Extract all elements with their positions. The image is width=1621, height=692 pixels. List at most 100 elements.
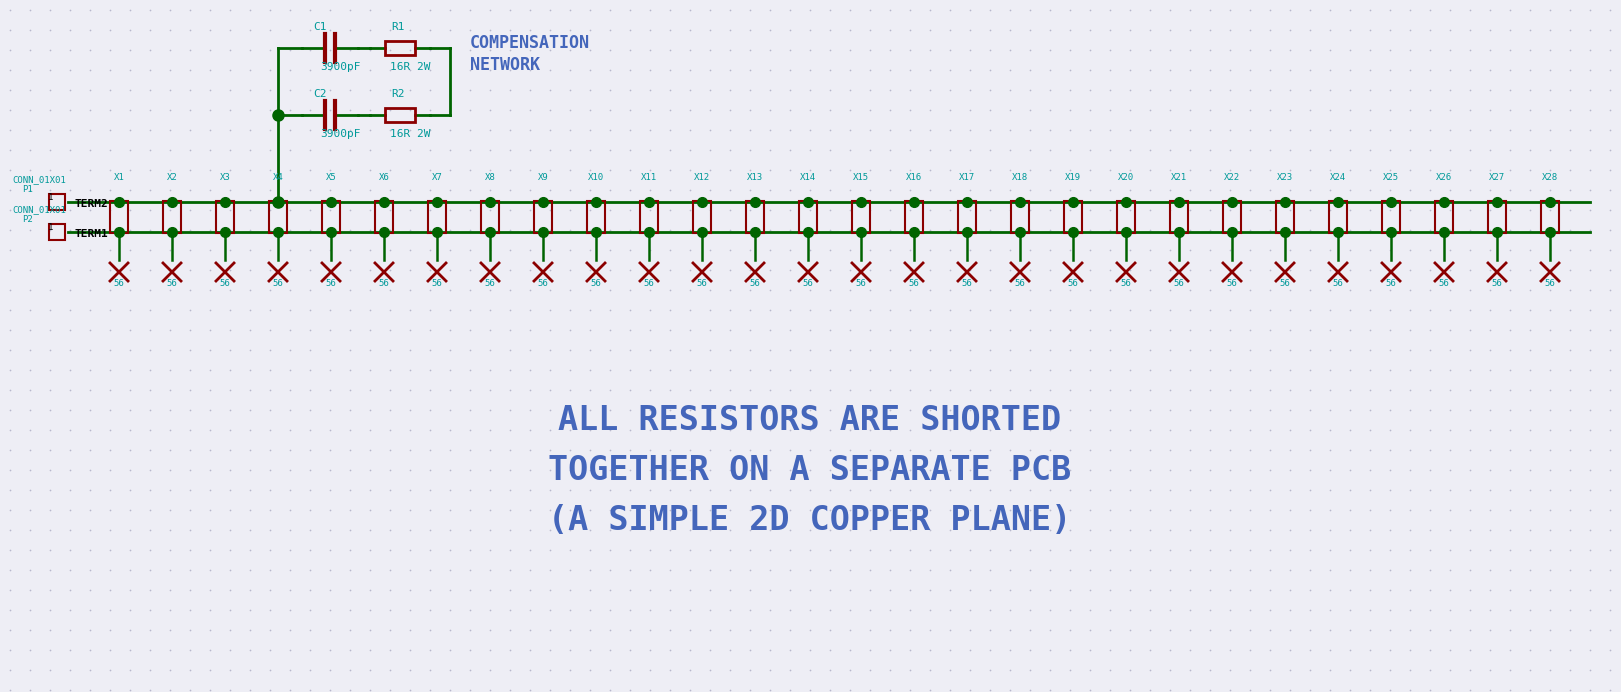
Bar [269, 201, 287, 233]
Point [417, 605, 443, 616]
Point [1597, 404, 1621, 415]
Point [1498, 444, 1524, 455]
Point [618, 525, 644, 536]
Point [597, 545, 622, 556]
Point [716, 24, 742, 35]
Point [1297, 44, 1323, 55]
Point [597, 145, 622, 156]
Point [1457, 385, 1483, 396]
Point [716, 204, 742, 215]
Point [1136, 404, 1162, 415]
Point [138, 304, 164, 316]
Point [917, 684, 943, 692]
Point [776, 404, 802, 415]
Text: X17: X17 [960, 173, 976, 182]
Point [858, 224, 883, 235]
Point [78, 385, 104, 396]
Point [417, 585, 443, 596]
Point [558, 44, 584, 55]
Point [337, 264, 363, 275]
Point [1517, 605, 1543, 616]
Point [1037, 664, 1063, 675]
Point [18, 165, 44, 176]
Point [337, 204, 363, 215]
Point [1016, 525, 1042, 536]
Point [1196, 644, 1222, 655]
Text: X1: X1 [113, 173, 125, 182]
Point [917, 484, 943, 495]
Point [438, 424, 464, 435]
Point [558, 484, 584, 495]
Point [0, 404, 23, 415]
Point [37, 644, 63, 655]
Point [78, 644, 104, 655]
Point [18, 565, 44, 576]
Point [896, 224, 922, 235]
Point [318, 504, 344, 516]
Point [877, 684, 903, 692]
Point [1316, 345, 1342, 356]
Point [997, 325, 1023, 336]
Point [937, 385, 963, 396]
Point [198, 64, 224, 75]
Point [1136, 624, 1162, 635]
Point [78, 44, 104, 55]
Point [877, 44, 903, 55]
Point [1597, 385, 1621, 396]
Point [78, 525, 104, 536]
Point [977, 284, 1003, 295]
Point [517, 304, 543, 316]
Point [1438, 165, 1464, 176]
Point [1357, 304, 1383, 316]
Point [498, 264, 524, 275]
Point [1297, 304, 1323, 316]
Point [297, 424, 323, 435]
Point [457, 44, 483, 55]
Point [157, 504, 183, 516]
Point [537, 624, 562, 635]
Point [1057, 325, 1083, 336]
Point [1397, 385, 1423, 396]
Point [417, 464, 443, 475]
Point [1057, 684, 1083, 692]
Point [1217, 204, 1243, 215]
Point [1357, 44, 1383, 55]
Point [757, 444, 783, 455]
Point [117, 565, 143, 576]
Point [1016, 585, 1042, 596]
Point [1136, 24, 1162, 35]
Point [956, 44, 982, 55]
Point [1136, 264, 1162, 275]
Point [896, 284, 922, 295]
Point [457, 644, 483, 655]
Point [757, 165, 783, 176]
Point [378, 444, 404, 455]
Point [57, 345, 83, 356]
Point [776, 444, 802, 455]
Point [78, 444, 104, 455]
Point [237, 565, 263, 576]
Point [1457, 565, 1483, 576]
Point [477, 365, 503, 376]
Point [18, 224, 44, 235]
Point [1297, 264, 1323, 275]
Text: C1: C1 [313, 22, 327, 32]
Point [78, 504, 104, 516]
Point [378, 684, 404, 692]
Point [917, 145, 943, 156]
Text: R1: R1 [391, 22, 405, 32]
Point [1177, 264, 1203, 275]
Point [1577, 224, 1603, 235]
Point [1256, 304, 1282, 316]
Point [1196, 585, 1222, 596]
Point [117, 224, 143, 235]
Point [237, 664, 263, 675]
Point [1537, 365, 1563, 376]
Point [977, 565, 1003, 576]
Point [1097, 204, 1123, 215]
Point [1217, 504, 1243, 516]
Point [438, 545, 464, 556]
Point [498, 444, 524, 455]
Point [337, 365, 363, 376]
Point [1196, 284, 1222, 295]
